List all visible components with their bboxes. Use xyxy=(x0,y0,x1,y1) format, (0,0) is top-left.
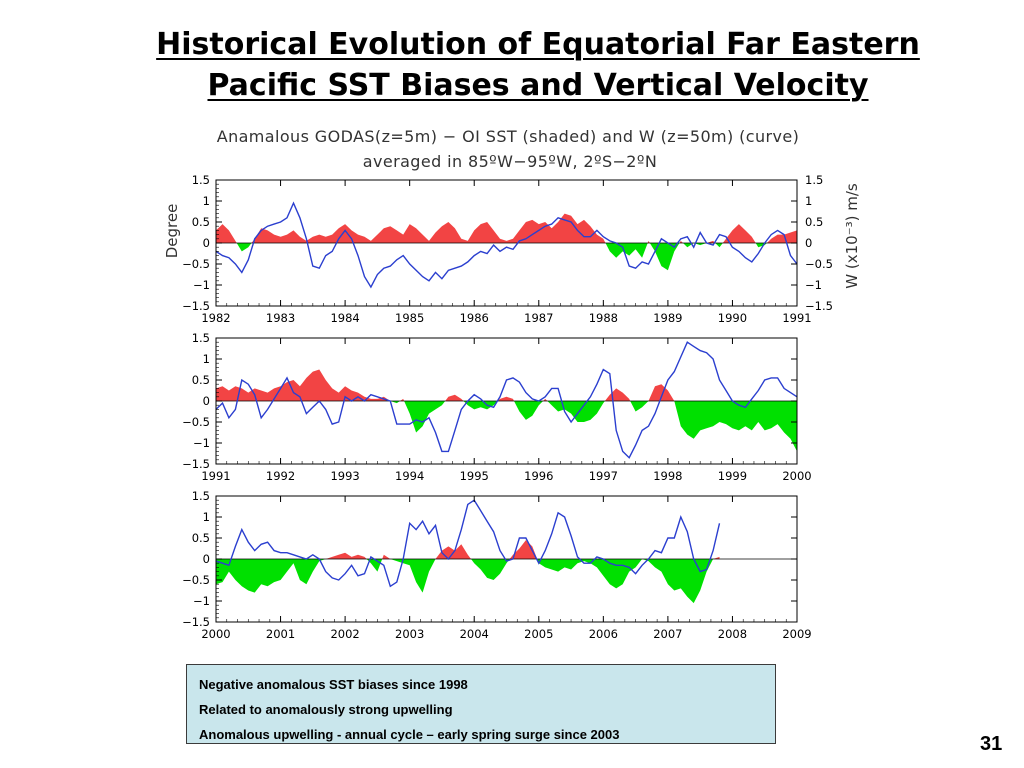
x-tick-label: 1988 xyxy=(589,311,618,325)
x-tick-label: 2009 xyxy=(782,627,811,641)
slide-title: Historical Evolution of Equatorial Far E… xyxy=(0,24,1024,106)
y-tick-label: −1.5 xyxy=(182,615,210,629)
right-y-tick-label: 1.5 xyxy=(805,173,823,187)
note-line-3: Anomalous upwelling - annual cycle – ear… xyxy=(199,727,620,742)
x-tick-label: 1989 xyxy=(653,311,682,325)
x-tick-label: 2000 xyxy=(201,627,230,641)
y-tick-label: 1.5 xyxy=(192,489,210,503)
y-tick-label: 0 xyxy=(203,552,210,566)
x-tick-label: 1983 xyxy=(266,311,295,325)
y-tick-label: −1 xyxy=(193,278,210,292)
x-tick-label: 1999 xyxy=(718,469,747,483)
right-y-tick-label: 0.5 xyxy=(805,215,823,229)
y-tick-label: −0.5 xyxy=(182,415,210,429)
figure-title-line1: Anamalous GODAS(z=5m) − OI SST (shaded) … xyxy=(217,127,800,146)
panel-1: 1.510.50−0.5−1−1.51.510.50−0.5−1−1.51982… xyxy=(182,173,833,325)
x-tick-label: 2002 xyxy=(330,627,359,641)
sst-positive-area xyxy=(216,369,797,401)
x-tick-label: 1987 xyxy=(524,311,553,325)
y-tick-label: 1 xyxy=(203,194,210,208)
x-tick-label: 1986 xyxy=(460,311,489,325)
x-tick-label: 1990 xyxy=(718,311,747,325)
sst-negative-area xyxy=(216,401,797,452)
x-tick-label: 1996 xyxy=(524,469,553,483)
y-tick-label: −1.5 xyxy=(182,457,210,471)
y-axis-label-right: W (x10⁻³) m/s xyxy=(843,183,861,289)
x-tick-label: 2005 xyxy=(524,627,553,641)
x-tick-label: 1992 xyxy=(266,469,295,483)
sst-positive-area xyxy=(216,540,720,559)
y-tick-label: 0 xyxy=(203,394,210,408)
x-tick-label: 1993 xyxy=(330,469,359,483)
figure-title-line2: averaged in 85ºW−95ºW, 2ºS−2ºN xyxy=(363,152,657,171)
x-tick-label: 1991 xyxy=(782,311,811,325)
x-tick-label: 1994 xyxy=(395,469,424,483)
x-tick-label: 1984 xyxy=(330,311,359,325)
sst-positive-area xyxy=(216,213,797,243)
y-tick-label: 1 xyxy=(203,352,210,366)
x-tick-label: 2004 xyxy=(460,627,489,641)
y-tick-label: 1 xyxy=(203,510,210,524)
right-y-tick-label: −1 xyxy=(805,278,822,292)
right-y-tick-label: −1.5 xyxy=(805,299,833,313)
right-y-tick-label: 0 xyxy=(805,236,812,250)
w-curve-line xyxy=(215,201,798,289)
slide-title-line1: Historical Evolution of Equatorial Far E… xyxy=(156,27,920,62)
y-tick-label: −0.5 xyxy=(182,257,210,271)
y-tick-label: −1 xyxy=(193,594,210,608)
y-axis-label-left: Degree xyxy=(163,204,181,259)
notes-box: Negative anomalous SST biases since 1998… xyxy=(186,664,776,744)
note-line-2: Related to anomalously strong upwelling xyxy=(199,702,453,717)
y-tick-label: −1.5 xyxy=(182,299,210,313)
y-tick-label: 1.5 xyxy=(192,173,210,187)
y-tick-label: 0.5 xyxy=(192,531,210,545)
x-tick-label: 1991 xyxy=(201,469,230,483)
sst-negative-area xyxy=(216,559,720,604)
y-tick-label: 1.5 xyxy=(192,331,210,345)
slide-title-line2: Pacific SST Biases and Vertical Velocity xyxy=(207,68,869,103)
x-tick-label: 1985 xyxy=(395,311,424,325)
y-tick-label: 0 xyxy=(203,236,210,250)
x-tick-label: 2007 xyxy=(653,627,682,641)
w-curve-line xyxy=(215,499,721,588)
right-y-tick-label: 1 xyxy=(805,194,812,208)
note-line-1: Negative anomalous SST biases since 1998 xyxy=(199,677,468,692)
x-tick-label: 2003 xyxy=(395,627,424,641)
x-tick-label: 2008 xyxy=(718,627,747,641)
x-tick-label: 1995 xyxy=(460,469,489,483)
x-tick-label: 1998 xyxy=(653,469,682,483)
y-tick-label: −1 xyxy=(193,436,210,450)
x-tick-label: 2000 xyxy=(782,469,811,483)
x-tick-label: 1997 xyxy=(589,469,618,483)
slide-number: 31 xyxy=(980,733,1003,755)
y-tick-label: 0.5 xyxy=(192,373,210,387)
x-tick-label: 2001 xyxy=(266,627,295,641)
right-y-tick-label: −0.5 xyxy=(805,257,833,271)
chart-panels: 1.510.50−0.5−1−1.51.510.50−0.5−1−1.51982… xyxy=(182,173,833,641)
y-tick-label: 0.5 xyxy=(192,215,210,229)
y-tick-label: −0.5 xyxy=(182,573,210,587)
w-curve-line xyxy=(215,341,798,459)
x-tick-label: 2006 xyxy=(589,627,618,641)
x-tick-label: 1982 xyxy=(201,311,230,325)
